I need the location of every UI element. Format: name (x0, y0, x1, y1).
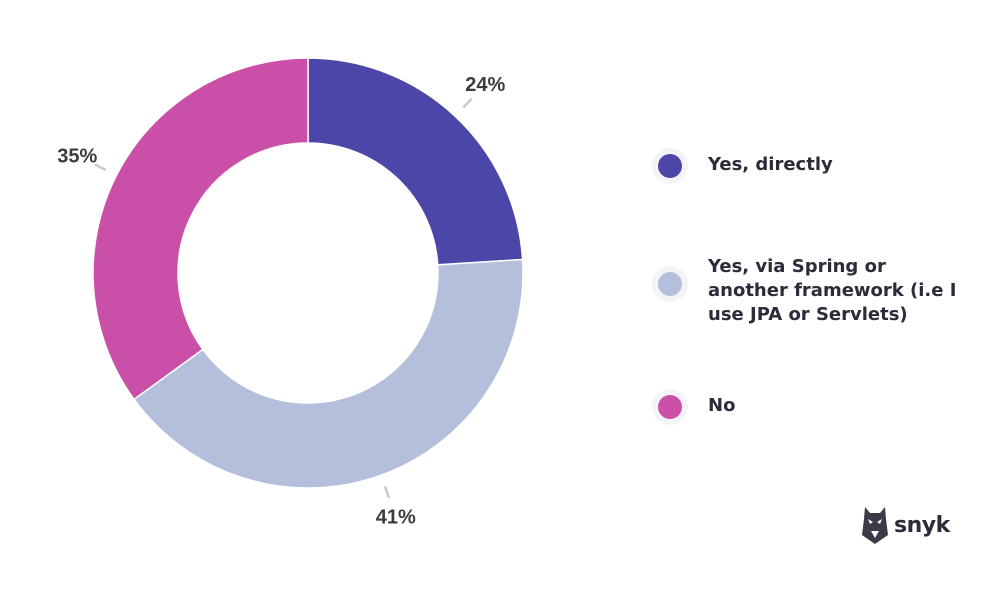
slice-no (92, 57, 309, 401)
legend-item-yes-via-framework: Yes, via Spring or another framework (i.… (652, 250, 968, 327)
donut-slices (92, 57, 524, 489)
slice-yes-directly (307, 57, 524, 266)
leader-line (383, 486, 391, 499)
leader-lines (94, 97, 473, 499)
brand-text: snyk (894, 512, 950, 538)
snyk-dog-logo-icon (862, 507, 888, 544)
slice-yes-via-framework (133, 258, 524, 489)
legend-swatch-no (658, 395, 682, 419)
legend-marker (652, 266, 688, 302)
leader-line (94, 163, 107, 172)
legend-label: Yes, via Spring or another framework (i.… (708, 256, 957, 325)
label-yes-directly: 24% (465, 74, 505, 96)
percent-labels: 24% 41% 35% (57, 74, 505, 528)
label-no: 35% (57, 145, 97, 167)
legend-label: No (708, 395, 736, 416)
label-yes-via-framework: 41% (376, 507, 416, 529)
legend: Yes, directly Yes, via Spring or another… (652, 0, 982, 589)
legend-item-yes-directly: Yes, directly (652, 148, 968, 184)
legend-swatch-yes-directly (658, 154, 682, 178)
leader-line (462, 97, 473, 109)
legend-marker (652, 148, 688, 184)
legend-marker (652, 389, 688, 425)
legend-swatch-yes-via-framework (658, 272, 682, 296)
legend-item-no: No (652, 389, 968, 425)
legend-label: Yes, directly (708, 154, 833, 175)
snyk-brand: snyk (862, 505, 950, 545)
